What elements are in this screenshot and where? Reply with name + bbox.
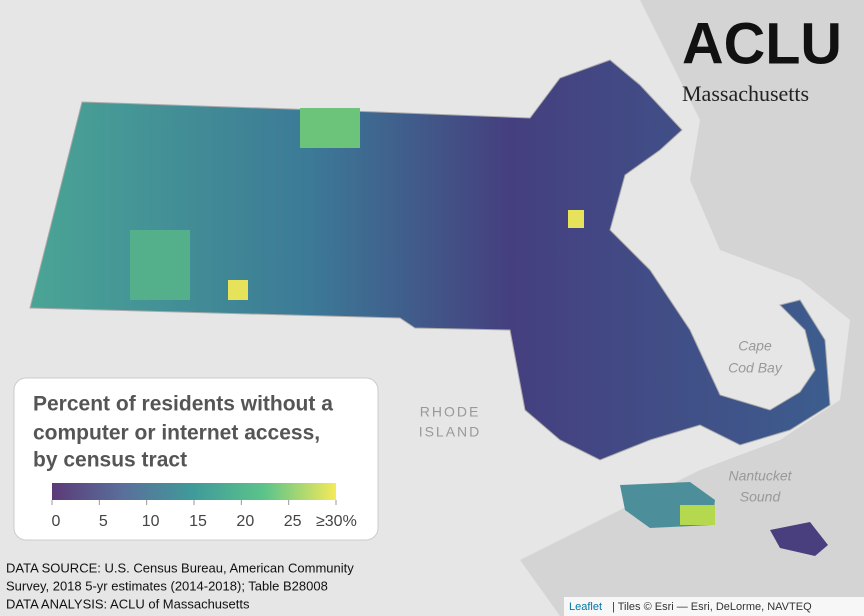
tick-label: 15 [189,513,207,530]
color-bar [52,483,336,500]
nantucket [770,522,828,556]
tick-label: ≥30% [316,513,357,530]
tick-label: 20 [236,513,254,530]
legend-title: by census tract [33,449,187,472]
logo-region: Massachusetts [682,81,809,106]
map-label: Cod Bay [728,360,783,376]
tick-label: 10 [142,513,160,530]
tract-patch [300,108,360,148]
map-label: Sound [740,489,782,505]
attribution-box [564,597,864,616]
map-label: ISLAND [419,424,482,440]
map-label: Cape [738,338,772,354]
tract-patch [228,280,248,300]
legend-title: Percent of residents without a [33,393,333,416]
tract-patch [568,210,584,228]
legend-title: computer or internet access, [33,422,320,445]
source: DATA SOURCE: U.S. Census Bureau, America… [6,560,354,575]
logo-name: ACLU [682,11,842,76]
attribution: | Tiles © Esri — Esri, DeLorme, NAVTEQ [612,601,812,613]
source: DATA ANALYSIS: ACLU of Massachusetts [6,596,250,611]
massachusetts [29,59,831,461]
tract-patch [130,230,190,300]
map-label: Nantucket [728,468,792,484]
tick-label: 5 [99,513,108,530]
source: Survey, 2018 5-yr estimates (2014-2018);… [6,578,328,593]
tract-patch [680,505,715,525]
tick-label: 0 [52,513,61,530]
map-label: RHODE [420,404,481,420]
tick-label: 25 [284,513,302,530]
attribution-link[interactable]: Leaflet [569,601,602,613]
ocean [520,0,864,616]
